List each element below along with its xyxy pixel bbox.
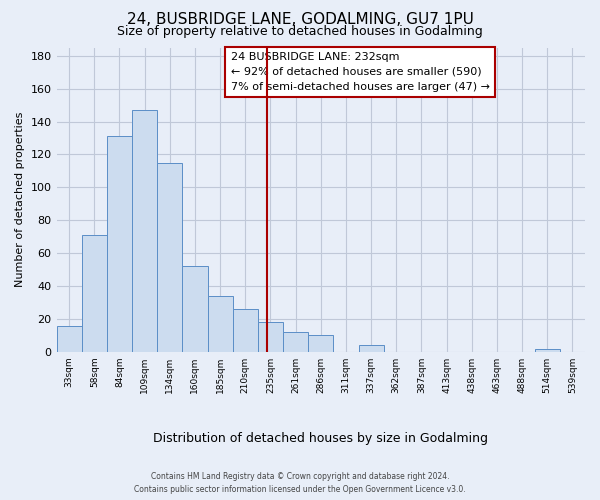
Bar: [308, 336, 334, 352]
Bar: [56, 326, 82, 352]
Text: 24 BUSBRIDGE LANE: 232sqm
← 92% of detached houses are smaller (590)
7% of semi-: 24 BUSBRIDGE LANE: 232sqm ← 92% of detac…: [231, 52, 490, 92]
Bar: [283, 332, 308, 352]
Bar: [132, 110, 157, 352]
Bar: [182, 266, 208, 352]
Bar: [233, 309, 258, 352]
Text: Contains HM Land Registry data © Crown copyright and database right 2024.
Contai: Contains HM Land Registry data © Crown c…: [134, 472, 466, 494]
Bar: [157, 162, 182, 352]
Y-axis label: Number of detached properties: Number of detached properties: [15, 112, 25, 288]
X-axis label: Distribution of detached houses by size in Godalming: Distribution of detached houses by size …: [153, 432, 488, 445]
Bar: [258, 322, 283, 352]
Bar: [208, 296, 233, 352]
Bar: [82, 235, 107, 352]
Text: 24, BUSBRIDGE LANE, GODALMING, GU7 1PU: 24, BUSBRIDGE LANE, GODALMING, GU7 1PU: [127, 12, 473, 28]
Bar: [107, 136, 132, 352]
Text: Size of property relative to detached houses in Godalming: Size of property relative to detached ho…: [117, 25, 483, 38]
Bar: [359, 346, 383, 352]
Bar: [535, 348, 560, 352]
